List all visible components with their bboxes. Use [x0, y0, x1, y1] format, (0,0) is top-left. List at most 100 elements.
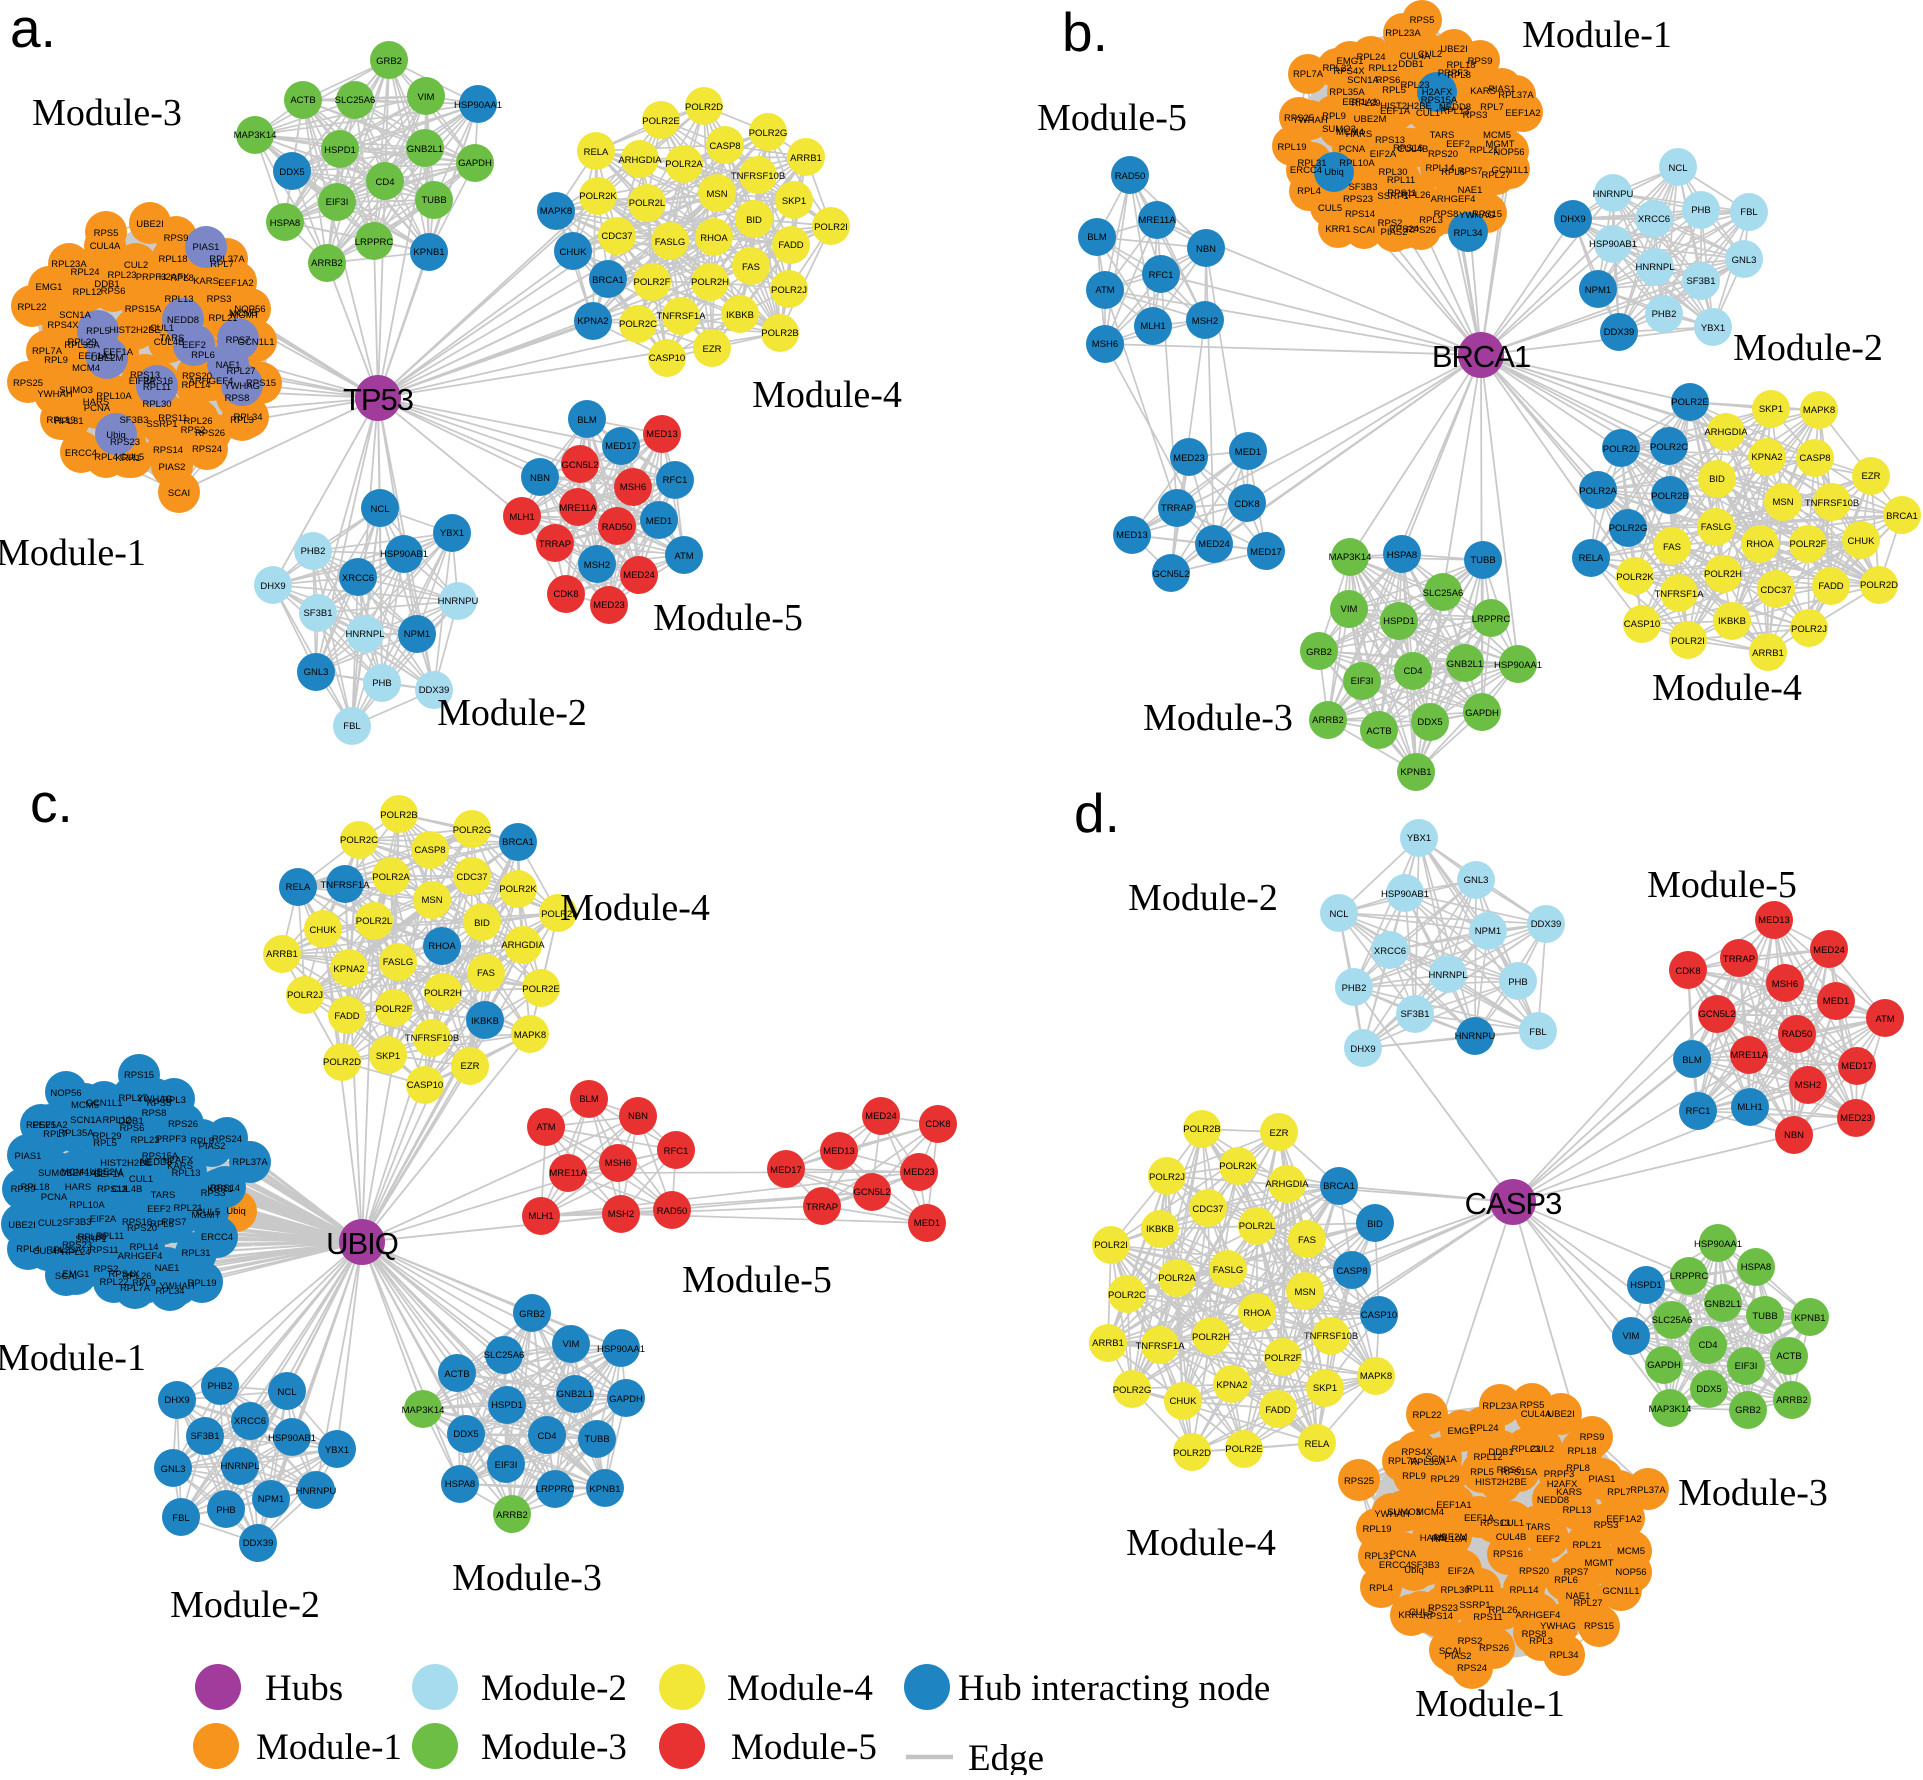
svg-text:RPL13: RPL13 — [1562, 1505, 1591, 1516]
svg-text:CUL5: CUL5 — [1409, 1607, 1433, 1618]
svg-text:RPL34: RPL34 — [155, 1286, 184, 1297]
svg-text:YBX1: YBX1 — [1701, 323, 1725, 334]
svg-text:CASP8: CASP8 — [414, 845, 445, 856]
svg-text:RPS5: RPS5 — [1410, 15, 1435, 26]
svg-text:Ubiq: Ubiq — [106, 430, 126, 441]
svg-text:MED13: MED13 — [823, 1146, 855, 1157]
svg-text:PIAS1: PIAS1 — [193, 242, 220, 253]
svg-text:NPM1: NPM1 — [1475, 926, 1501, 937]
svg-text:RPL13: RPL13 — [1440, 106, 1469, 117]
svg-text:KARS: KARS — [193, 276, 219, 287]
svg-text:UBE2I: UBE2I — [1440, 44, 1467, 55]
svg-text:RPS11: RPS11 — [89, 1245, 118, 1256]
svg-text:PCNA: PCNA — [1390, 1549, 1417, 1560]
svg-text:Module-2: Module-2 — [481, 1668, 627, 1709]
svg-text:PHB2: PHB2 — [301, 546, 326, 557]
svg-text:RPL10A: RPL10A — [69, 1200, 105, 1211]
svg-text:POLR2H: POLR2H — [691, 277, 729, 288]
svg-text:FASLG: FASLG — [655, 237, 686, 248]
svg-text:HSP90AA1: HSP90AA1 — [1494, 660, 1542, 671]
svg-text:SF3B3: SF3B3 — [119, 415, 148, 426]
svg-text:POLR2A: POLR2A — [665, 159, 703, 170]
svg-text:SLC25A6: SLC25A6 — [484, 1350, 525, 1361]
svg-text:EEF1A: EEF1A — [1380, 106, 1411, 117]
svg-text:MLH1: MLH1 — [1737, 1102, 1762, 1113]
svg-text:MSH2: MSH2 — [608, 1209, 634, 1220]
svg-text:IKBKB: IKBKB — [726, 310, 754, 321]
svg-text:POLR2K: POLR2K — [1616, 572, 1654, 583]
svg-text:RPS4X: RPS4X — [1401, 1447, 1433, 1458]
svg-text:TRRAP: TRRAP — [1723, 954, 1755, 965]
svg-text:BLM: BLM — [1682, 1055, 1702, 1066]
svg-text:MED13: MED13 — [1758, 915, 1790, 926]
svg-text:RPS15: RPS15 — [1472, 209, 1502, 220]
svg-text:Module-5: Module-5 — [653, 597, 803, 639]
svg-text:NBN: NBN — [628, 1111, 648, 1122]
svg-text:CUL4B: CUL4B — [1496, 1532, 1527, 1543]
svg-text:HSP90AA1: HSP90AA1 — [597, 1344, 645, 1355]
svg-text:NAE1: NAE1 — [155, 1263, 180, 1274]
svg-text:KRR1: KRR1 — [1325, 224, 1350, 235]
svg-text:GCN1L1: GCN1L1 — [1603, 1586, 1640, 1597]
svg-text:YWHAG: YWHAG — [137, 1094, 173, 1105]
svg-text:TUBB: TUBB — [584, 1434, 609, 1445]
svg-text:RPS9: RPS9 — [1468, 56, 1493, 67]
svg-text:RPS16: RPS16 — [143, 376, 173, 387]
svg-text:RPL24: RPL24 — [1356, 52, 1385, 63]
svg-text:MED24: MED24 — [1198, 539, 1230, 550]
svg-text:RPL31: RPL31 — [1364, 1551, 1393, 1562]
svg-text:DDX39: DDX39 — [1604, 327, 1635, 338]
svg-text:CDK8: CDK8 — [1675, 966, 1700, 977]
svg-text:RPS7: RPS7 — [1564, 1567, 1589, 1578]
svg-text:RPL18: RPL18 — [1567, 1446, 1596, 1457]
svg-text:POLR2G: POLR2G — [453, 825, 492, 836]
svg-text:PCNA: PCNA — [1339, 144, 1366, 155]
svg-text:GCN5L2: GCN5L2 — [562, 460, 599, 471]
svg-text:RPL5: RPL5 — [1382, 85, 1406, 96]
svg-text:PHB2: PHB2 — [208, 1381, 233, 1392]
svg-text:HSP90AB1: HSP90AB1 — [268, 1433, 316, 1444]
svg-text:ERCC4: ERCC4 — [65, 448, 97, 459]
svg-text:CD4: CD4 — [375, 177, 394, 188]
svg-text:CDK8: CDK8 — [925, 1119, 950, 1130]
svg-text:NEDD8: NEDD8 — [140, 1157, 172, 1168]
svg-text:SF3B3: SF3B3 — [62, 1217, 91, 1228]
svg-text:RPL9: RPL9 — [1322, 111, 1346, 122]
svg-text:RPS26: RPS26 — [195, 428, 225, 439]
svg-text:CASP8: CASP8 — [1799, 453, 1830, 464]
svg-text:CD4: CD4 — [1698, 1340, 1717, 1351]
svg-text:HSPA8: HSPA8 — [270, 218, 300, 229]
svg-text:UBIQ: UBIQ — [326, 1226, 398, 1261]
svg-text:MSN: MSN — [706, 189, 727, 200]
svg-text:DHX9: DHX9 — [1350, 1044, 1375, 1055]
svg-text:RPS8: RPS8 — [1522, 1629, 1547, 1640]
svg-text:RHOA: RHOA — [428, 941, 456, 952]
svg-text:MSH6: MSH6 — [620, 482, 646, 493]
svg-text:TRRAP: TRRAP — [539, 539, 571, 550]
svg-text:GRB2: GRB2 — [1735, 1405, 1761, 1416]
svg-text:GNB2L1: GNB2L1 — [557, 1389, 593, 1400]
svg-text:XRCC6: XRCC6 — [1638, 214, 1670, 225]
svg-text:RPS26: RPS26 — [168, 1119, 198, 1130]
svg-text:RPS13: RPS13 — [130, 370, 160, 381]
svg-text:FAS: FAS — [742, 262, 760, 273]
svg-text:KARS: KARS — [1556, 1487, 1582, 1498]
svg-text:Module-2: Module-2 — [437, 692, 587, 734]
svg-text:POLR2B: POLR2B — [1651, 491, 1689, 502]
svg-text:RPL9: RPL9 — [1402, 1471, 1426, 1482]
svg-text:RPS4X: RPS4X — [1333, 66, 1365, 77]
svg-text:ARHGDIA: ARHGDIA — [1265, 1179, 1309, 1190]
svg-text:RPS16: RPS16 — [1393, 143, 1423, 154]
svg-text:IKBKB: IKBKB — [1146, 1224, 1174, 1235]
svg-text:MCM5: MCM5 — [1483, 130, 1511, 141]
svg-text:ERCC4: ERCC4 — [1379, 1560, 1411, 1571]
svg-text:POLR2B: POLR2B — [761, 328, 799, 339]
svg-text:GNL3: GNL3 — [161, 1464, 186, 1475]
svg-text:RPS16: RPS16 — [122, 1217, 152, 1228]
svg-text:YBX1: YBX1 — [325, 1445, 349, 1456]
svg-text:PHB: PHB — [1691, 205, 1711, 216]
svg-text:PIAS1: PIAS1 — [1489, 84, 1516, 95]
svg-text:RPL4: RPL4 — [1369, 1583, 1393, 1594]
svg-text:SCN1A: SCN1A — [70, 1115, 102, 1126]
svg-text:RPL21: RPL21 — [173, 1203, 202, 1214]
